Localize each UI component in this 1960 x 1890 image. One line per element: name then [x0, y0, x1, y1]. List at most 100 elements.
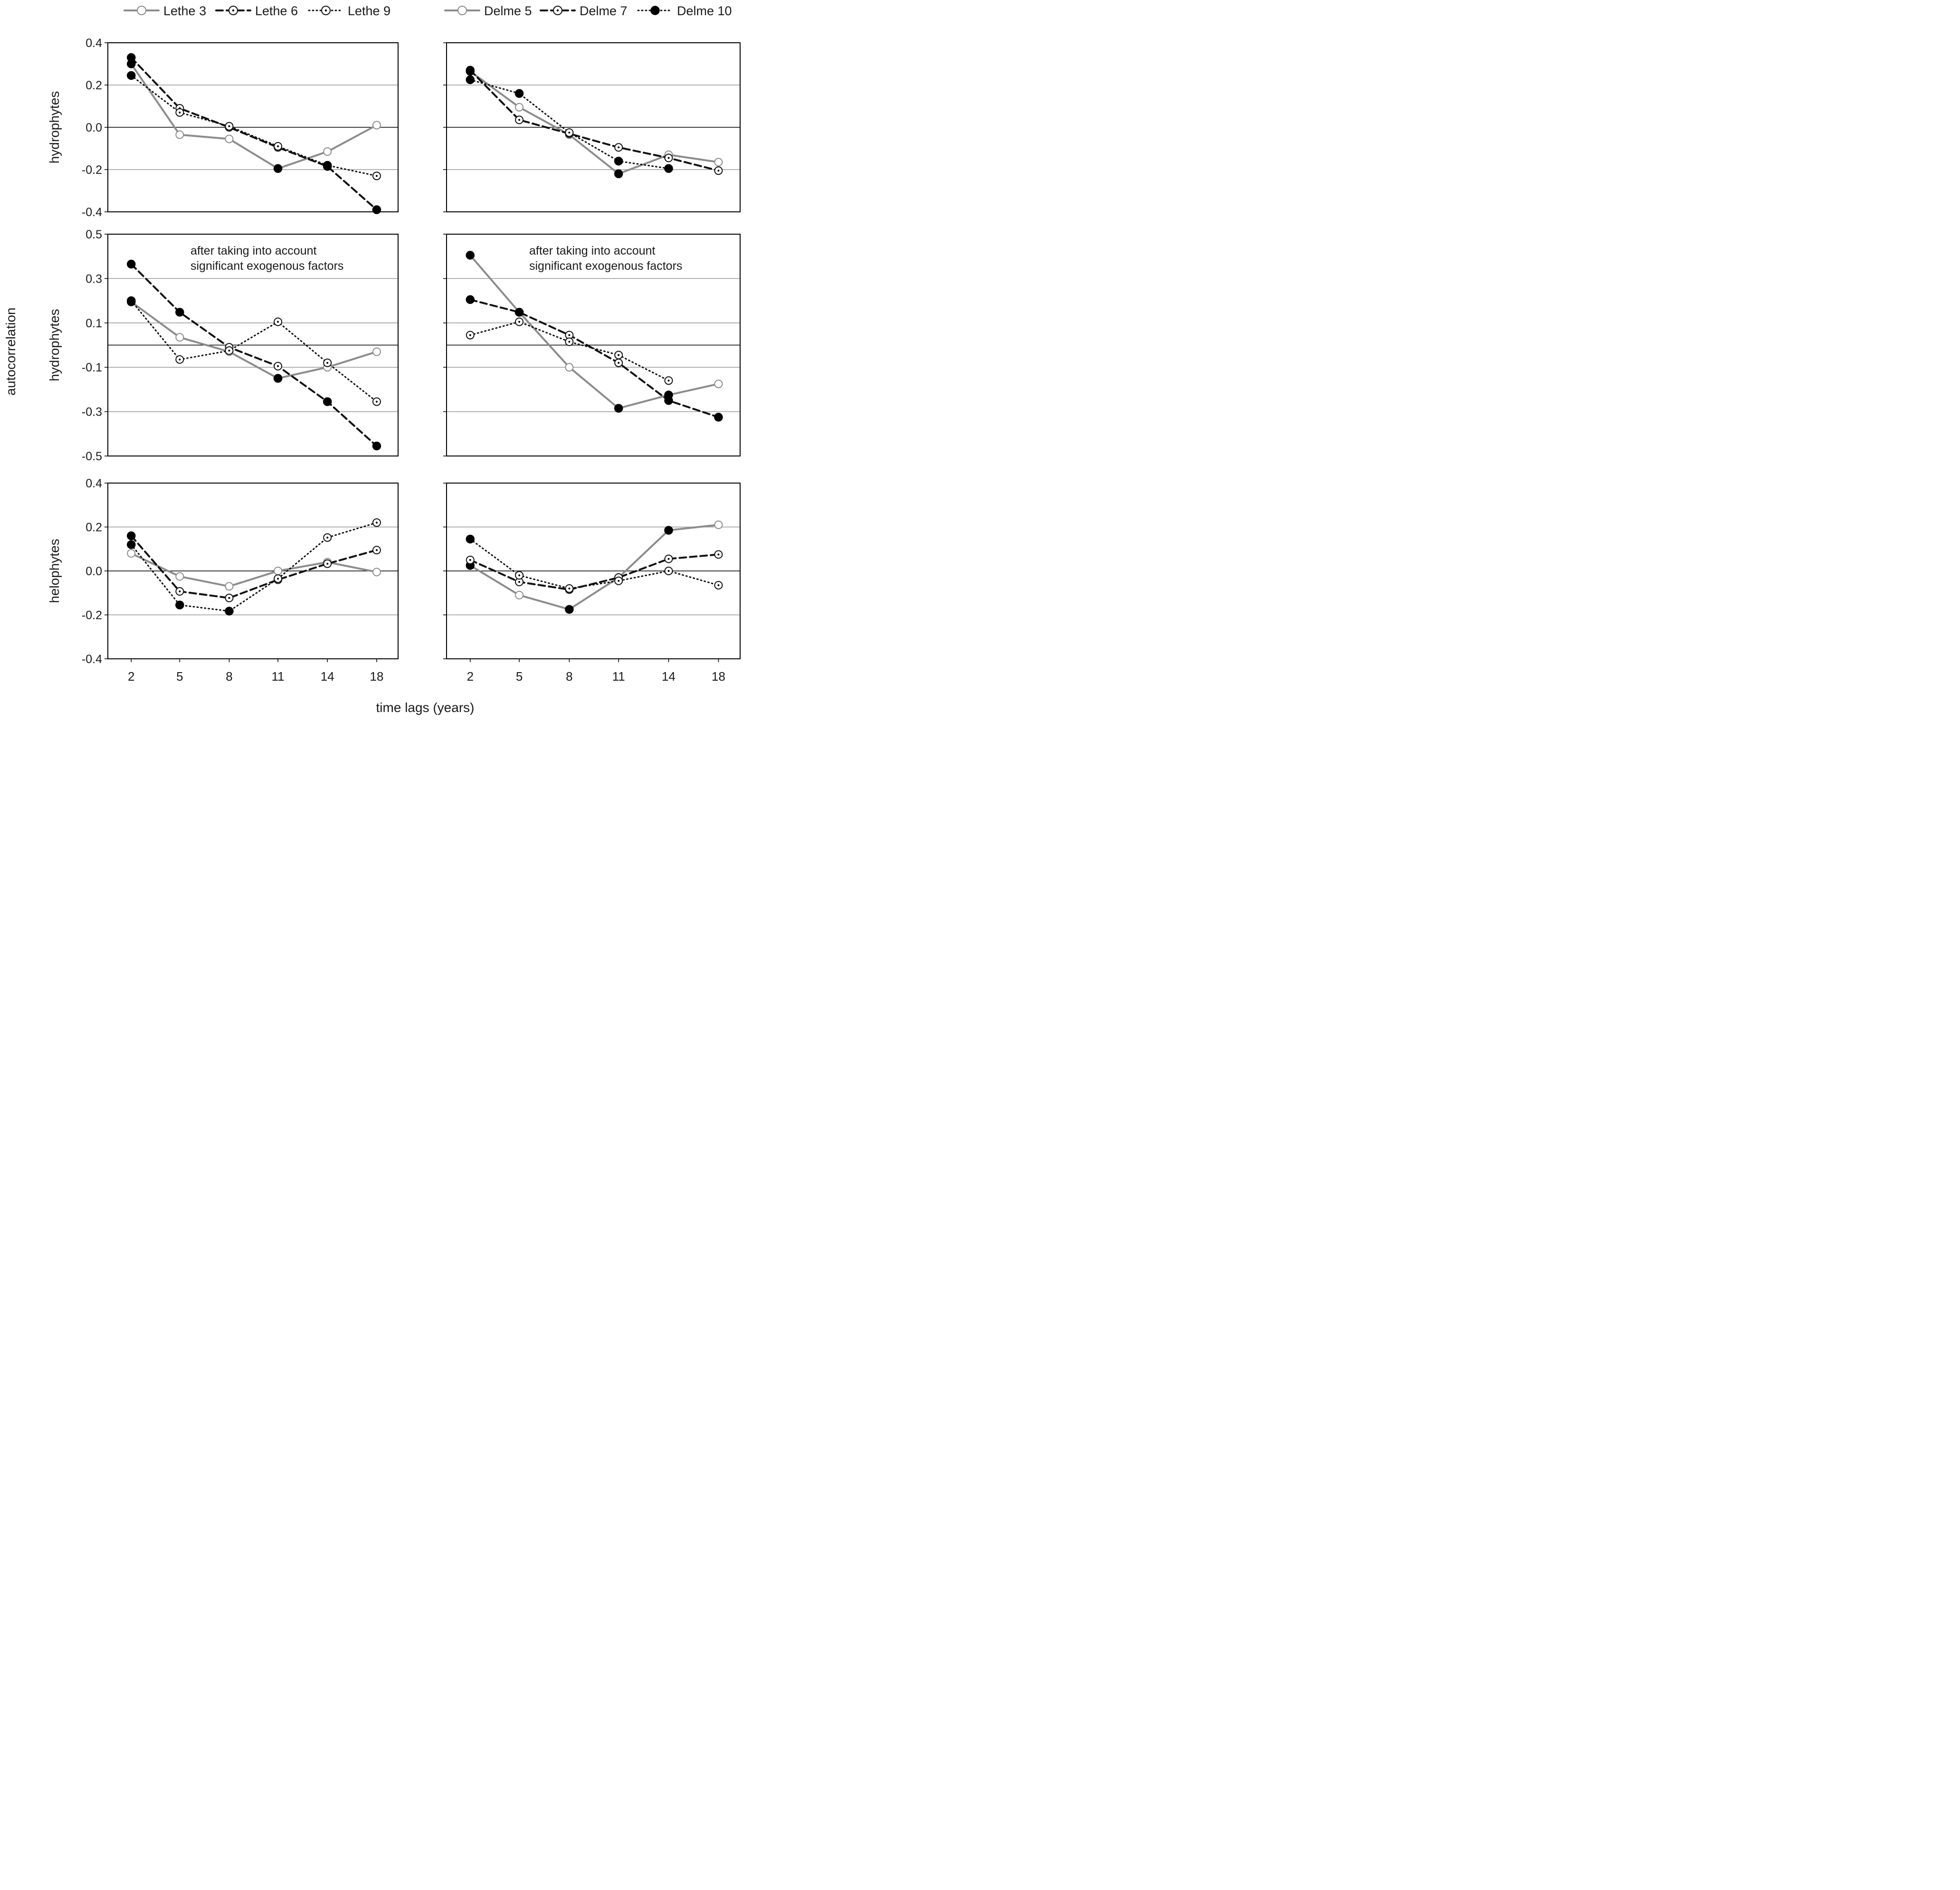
x-tick-label: 2	[128, 669, 134, 684]
legend: Lethe 3 Lethe 6 Lethe 9 Delme 5 Delme 7 Delme…	[124, 4, 732, 18]
data-point-delme-10	[514, 89, 524, 98]
data-point-delme-10-dot	[518, 574, 521, 577]
y-tick-label: 0.2	[86, 521, 102, 534]
panel-middle-right: after taking into account significant exo…	[443, 234, 741, 456]
data-point-lethe-3	[225, 582, 234, 591]
legend-entry-right-3: Delme 10	[637, 4, 732, 18]
y-tick-label: 0.2	[86, 79, 102, 92]
plot-frame	[446, 234, 741, 456]
data-point-delme-7	[466, 66, 475, 75]
data-point-lethe-3	[175, 130, 184, 139]
y-tick-label: -0.3	[82, 406, 102, 419]
legend-label: Lethe 6	[255, 4, 298, 18]
legend-label: Delme 7	[580, 4, 628, 18]
data-point-delme-7-dot	[518, 119, 521, 121]
data-point-delme-7	[466, 295, 475, 304]
series-line-delme-5	[469, 523, 720, 610]
data-point-lethe-9	[175, 600, 184, 609]
legend-entry-right-1: Delme 5	[444, 4, 532, 18]
legend-label: Lethe 9	[348, 4, 390, 18]
y-tick-label: -0.2	[82, 609, 102, 622]
series-line-lethe-3	[130, 63, 378, 170]
legend-marker-dot	[232, 9, 235, 12]
data-point-lethe-6-dot	[326, 562, 329, 565]
data-point-lethe-9-dot	[228, 350, 230, 352]
x-tick-label: 8	[226, 669, 232, 684]
data-point-lethe-3	[372, 568, 381, 577]
y-tick-label: 0.5	[86, 228, 102, 241]
data-point-delme-10-dot	[618, 579, 620, 582]
data-point-lethe-9	[126, 540, 136, 549]
data-point-lethe-3	[273, 374, 283, 383]
annotation-line-2: significant exogenous factors	[529, 259, 682, 273]
data-point-lethe-3	[225, 134, 234, 143]
data-point-lethe-9-dot	[277, 321, 279, 323]
series-line-delme-7	[469, 298, 720, 418]
data-point-delme-10	[466, 534, 475, 544]
data-point-delme-5	[515, 103, 524, 112]
data-point-lethe-3	[372, 121, 381, 130]
data-point-lethe-3	[273, 164, 283, 173]
data-point-delme-5	[515, 590, 524, 599]
data-point-delme-5	[714, 158, 723, 167]
series-line-delme-5	[469, 70, 720, 175]
panel-bottom-right: 2 5 8 11 14 18	[443, 483, 741, 684]
data-point-delme-10	[614, 156, 623, 166]
legend-entry-left-3: Lethe 9	[308, 4, 390, 18]
series-line-delme-5	[469, 254, 720, 409]
chart-panels: 0.4 0.2 0.0 -0.2 -0.4 hydrophytes 0.5 0.3 0.1 -0.…	[47, 37, 741, 684]
series-line-delme-7	[469, 69, 720, 172]
y-tick-label: -0.4	[82, 653, 102, 666]
x-tick-label: 18	[370, 669, 384, 684]
legend-label: Lethe 3	[163, 4, 206, 18]
data-point-delme-10	[664, 164, 673, 173]
y-tick-label: 0.4	[86, 37, 102, 50]
data-point-delme-5	[614, 169, 623, 179]
series-line-lethe-6	[130, 57, 378, 211]
data-point-lethe-9-dot	[179, 111, 181, 114]
annotation-line-1: after taking into account	[529, 244, 655, 257]
data-point-lethe-9-dot	[375, 175, 378, 177]
series-line-lethe-6	[130, 263, 378, 447]
x-axis-label: time lags (years)	[376, 700, 475, 715]
data-point-lethe-3	[372, 347, 381, 356]
data-point-delme-7-dot	[469, 559, 471, 561]
x-tick-label: 14	[662, 669, 676, 684]
data-point-delme-10-dot	[568, 132, 571, 134]
data-point-delme-7-dot	[667, 157, 670, 159]
figure-canvas: Lethe 3 Lethe 6 Lethe 9 Delme 5 Delme 7 Delme…	[3, 4, 741, 715]
legend-entry-left-2: Lethe 6	[215, 4, 298, 18]
legend-marker-dot	[324, 9, 327, 12]
series-line-delme-10	[469, 538, 719, 589]
data-point-lethe-9-dot	[277, 145, 279, 148]
data-point-delme-10-dot	[717, 584, 720, 587]
y-tick-label: -0.1	[82, 361, 102, 374]
legend-marker	[457, 6, 467, 15]
x-tick-label: 11	[272, 669, 285, 684]
data-point-delme-5	[664, 526, 673, 535]
data-point-lethe-9-dot	[326, 361, 329, 364]
data-point-delme-7	[714, 413, 723, 422]
data-point-delme-7-dot	[667, 558, 670, 560]
data-point-delme-10-dot	[469, 334, 471, 336]
data-point-lethe-9-dot	[375, 522, 378, 524]
data-point-lethe-9	[323, 161, 332, 170]
data-point-delme-10-dot	[667, 380, 670, 382]
x-tick-label: 18	[712, 669, 725, 684]
legend-marker	[137, 6, 146, 15]
y-tick-label: 0.0	[86, 565, 102, 578]
data-point-lethe-6	[126, 53, 136, 62]
series-line-lethe-9	[130, 75, 378, 177]
row-label: hydrophytes	[47, 309, 62, 381]
y-axis-label: autocorrelation	[3, 307, 18, 395]
x-tick-label: 11	[612, 669, 625, 684]
legend-marker-dot	[556, 9, 559, 12]
data-point-delme-7-dot	[717, 553, 720, 556]
data-point-lethe-6-dot	[228, 597, 230, 599]
y-tick-label: -0.5	[82, 450, 102, 463]
data-point-lethe-9-dot	[179, 358, 181, 361]
data-point-lethe-9	[126, 296, 136, 305]
y-tick-label: 0.3	[86, 272, 102, 285]
row-label: helophytes	[47, 539, 62, 603]
data-point-lethe-9-dot	[375, 400, 378, 403]
